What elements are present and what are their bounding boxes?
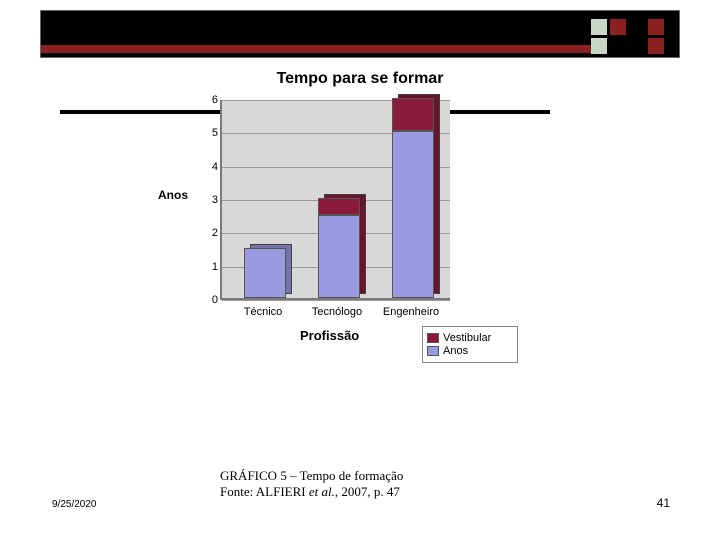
legend-swatch [427, 333, 439, 343]
legend-swatch [427, 346, 439, 356]
y-tick-label: 1 [212, 261, 218, 273]
y-tick-label: 5 [212, 127, 218, 139]
plot-area [220, 100, 450, 300]
y-tick-label: 2 [212, 227, 218, 239]
bar-anos [392, 131, 434, 298]
header-squares [591, 19, 671, 54]
y-tick-label: 0 [212, 294, 218, 306]
legend-label: Anos [443, 345, 468, 357]
header-square [648, 38, 664, 54]
caption: GRÁFICO 5 – Tempo de formação Fonte: ALF… [220, 468, 403, 501]
y-ticks: 0123456 [200, 100, 218, 300]
header-square [629, 19, 645, 35]
header-square [629, 38, 645, 54]
header-square [648, 19, 664, 35]
caption-line2: Fonte: ALFIERI et al., 2007, p. 47 [220, 484, 403, 500]
bar-vestibular [318, 198, 360, 215]
bar-anos [244, 248, 286, 298]
legend-item: Anos [427, 345, 513, 357]
header-square [591, 19, 607, 35]
legend-item: Vestibular [427, 332, 513, 344]
x-tick-label: Tecnólogo [302, 306, 372, 318]
legend-label: Vestibular [443, 332, 491, 344]
footer-date: 9/25/2020 [52, 499, 97, 510]
chart-title: Tempo para se formar [0, 70, 720, 88]
footer-page: 41 [657, 496, 670, 510]
bar-anos [318, 215, 360, 298]
header-square [591, 38, 607, 54]
header-square [610, 38, 626, 54]
caption-line1: GRÁFICO 5 – Tempo de formação [220, 468, 403, 484]
bar-vestibular [392, 98, 434, 131]
header-band [40, 10, 680, 58]
x-tick-label: Engenheiro [376, 306, 446, 318]
legend: VestibularAnos [422, 326, 518, 363]
x-tick-label: Técnico [228, 306, 298, 318]
gridline [222, 300, 450, 301]
header-maroon-stripe [41, 45, 591, 53]
y-tick-label: 4 [212, 161, 218, 173]
y-tick-label: 3 [212, 194, 218, 206]
x-axis-label: Profissão [300, 328, 359, 343]
y-tick-label: 6 [212, 94, 218, 106]
header-square [610, 19, 626, 35]
y-axis-label: Anos [158, 188, 188, 202]
chart-area: Anos 0123456 TécnicoTecnólogoEngenheiro … [220, 100, 500, 370]
